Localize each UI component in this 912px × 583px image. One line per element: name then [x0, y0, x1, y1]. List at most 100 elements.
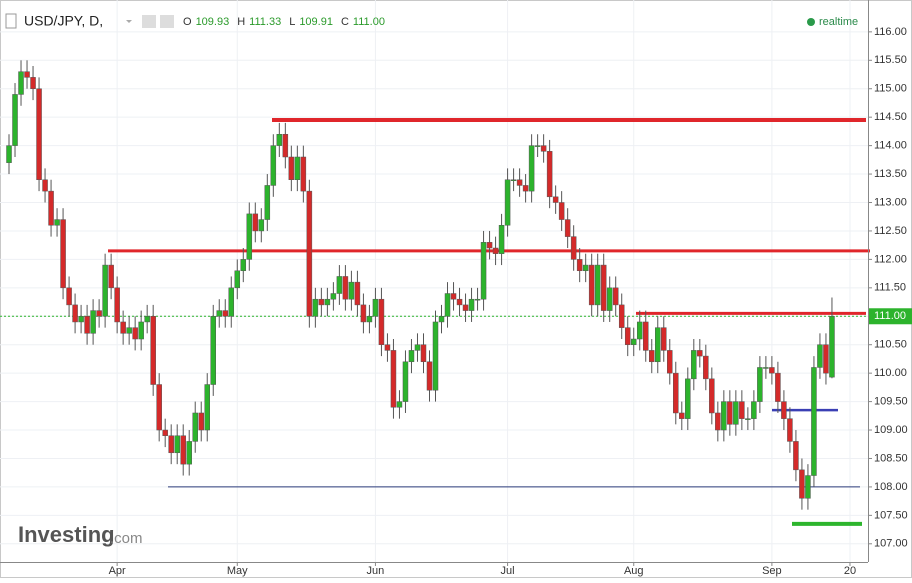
candle-body	[72, 304, 78, 323]
last-price-label: 111.00	[874, 310, 906, 322]
candle-body	[552, 196, 559, 203]
candle-body	[162, 429, 168, 436]
candle-body	[793, 441, 799, 471]
y-tick-label: 108.50	[874, 452, 908, 464]
y-tick-label: 107.50	[874, 509, 908, 521]
candle-body	[462, 304, 469, 311]
axes: 107.00 107.50 108.00 108.50 109.00 109.50 110.…	[109, 26, 912, 577]
brand-suffix: .com	[110, 530, 143, 547]
candle-body	[420, 344, 427, 363]
y-tick-label: 109.50	[874, 395, 908, 407]
candle-body	[480, 242, 487, 300]
candle-body	[408, 350, 415, 363]
candle-body	[769, 367, 775, 374]
candle-body	[84, 316, 90, 334]
dropdown-arrow[interactable]	[126, 20, 132, 23]
candle-body	[24, 71, 30, 78]
candle-body	[264, 185, 271, 220]
candle-body	[733, 401, 739, 425]
candle-body	[600, 264, 607, 311]
candle-body	[192, 412, 198, 442]
candle-body	[721, 401, 727, 431]
eye-icon[interactable]	[142, 15, 156, 28]
candle-body	[691, 350, 697, 380]
candle-body	[606, 287, 613, 311]
toggle-icon[interactable]	[5, 13, 17, 29]
candle-body	[685, 378, 691, 419]
candle-body	[510, 179, 517, 181]
y-tick-label: 113.50	[874, 168, 907, 180]
y-tick-label: 114.00	[874, 140, 907, 152]
quote: O 109.93 H 111.33 L 109.91 C 111.00	[183, 16, 385, 28]
candle-body	[763, 367, 769, 369]
candle-body	[360, 304, 367, 323]
y-tick-label: 115.00	[874, 83, 907, 95]
candle-body	[504, 179, 511, 226]
candle-body	[222, 310, 229, 317]
candle-body	[679, 412, 685, 419]
candle-body	[324, 298, 331, 306]
brand: Investing	[18, 522, 115, 547]
x-tick-label: Aug	[624, 565, 644, 577]
candle-body	[108, 264, 114, 289]
candle-body	[114, 287, 120, 323]
candle-body	[438, 316, 445, 323]
candle-body	[781, 401, 787, 419]
candle-body	[276, 133, 283, 146]
candle-body	[805, 475, 811, 499]
candle-body	[270, 145, 277, 186]
candle-body	[174, 435, 180, 454]
x-tick-label: 20	[844, 565, 856, 577]
candle-body	[673, 372, 679, 414]
candle-body	[540, 145, 547, 152]
candle-body	[126, 327, 132, 334]
quote-value: 111.00	[353, 16, 385, 28]
candle-body	[132, 327, 138, 340]
quote-name: C	[341, 16, 349, 28]
candle-body	[318, 298, 325, 306]
candle-body	[522, 185, 529, 192]
settings-icon[interactable]	[160, 15, 174, 28]
y-tick-label: 112.00	[874, 253, 907, 265]
candle-body	[775, 372, 781, 402]
grid	[0, 0, 868, 562]
quote-name: H	[237, 16, 245, 28]
candle-body	[150, 316, 156, 385]
candle-body	[180, 435, 186, 465]
candle-body	[787, 418, 793, 442]
candle-body	[450, 293, 457, 300]
candle-body	[330, 293, 337, 300]
candle-body	[426, 361, 433, 391]
candle-body	[306, 190, 313, 317]
candle-body	[138, 321, 144, 340]
candle-body	[697, 350, 703, 357]
candle-body	[564, 219, 571, 237]
candle-body	[492, 247, 499, 254]
levels	[0, 118, 870, 526]
candle-body	[715, 412, 721, 431]
candle-body	[546, 151, 553, 198]
candle-body	[667, 350, 673, 374]
candle-body	[48, 190, 54, 226]
candle-body	[642, 321, 649, 351]
x-tick-label: Jun	[367, 565, 385, 577]
candle-body	[594, 264, 601, 306]
candle-body	[228, 287, 235, 317]
candle-body	[655, 327, 661, 363]
candle-body	[582, 264, 589, 272]
candle-body	[354, 281, 361, 306]
x-tick-label: Sep	[762, 565, 782, 577]
candle-body	[528, 145, 535, 192]
realtime-dot	[807, 18, 815, 26]
candle-body	[372, 298, 379, 317]
candle-body	[829, 316, 835, 378]
y-tick-label: 111.50	[874, 282, 906, 294]
candle-body	[727, 401, 733, 425]
candle-body	[558, 202, 565, 220]
symbol-title: USD/JPY, D,	[24, 13, 103, 29]
candle-body	[486, 242, 493, 249]
candle-body	[432, 321, 439, 391]
candle-body	[198, 412, 204, 431]
